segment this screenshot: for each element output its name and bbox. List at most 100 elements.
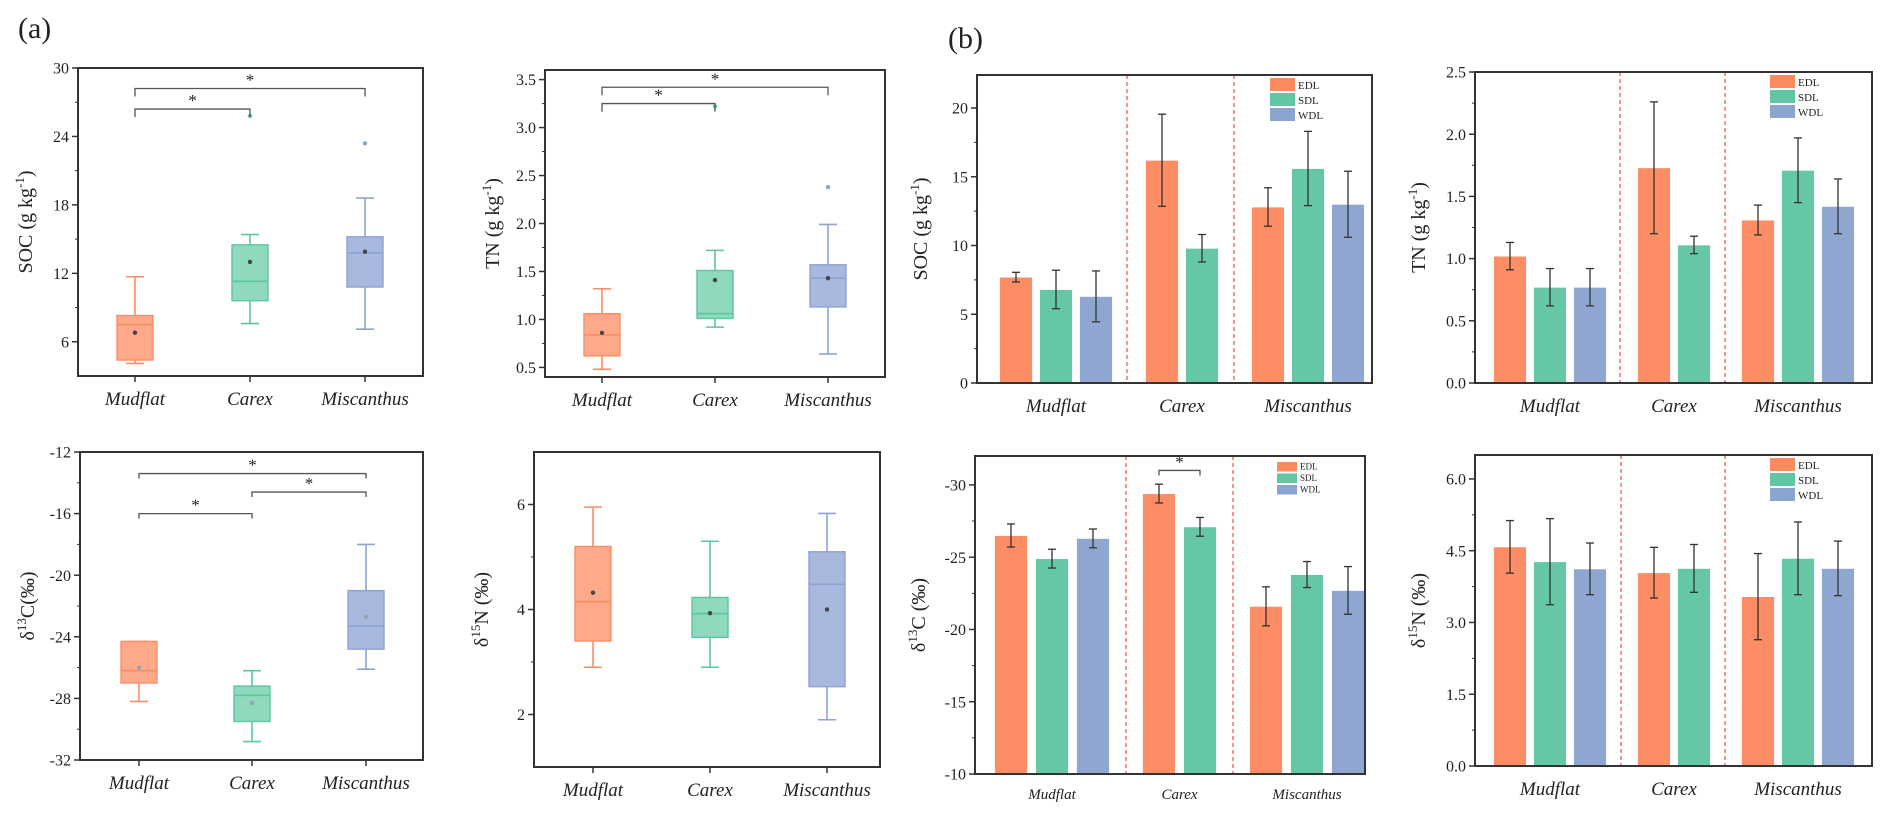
legend-swatch-sdl <box>1277 473 1297 483</box>
iqr-box <box>347 589 385 650</box>
y-axis-label: SOC (g kg-1) <box>12 170 37 273</box>
bar-edl-mudflat <box>994 535 1028 775</box>
legend-swatch-wdl <box>1277 485 1297 495</box>
bar-sdl-carex <box>1183 526 1217 775</box>
y-tick-label: 18 <box>53 197 69 214</box>
x-tick-label-carex: Carex <box>1161 787 1197 803</box>
boxplot-a_soc: 6 12 18 24 30 SOC (g kg-1) Mudflat Carex Miscant… <box>12 61 424 410</box>
y-axis-label: TN (g kg-1) <box>1405 182 1430 273</box>
x-tick-label-mudflat: Mudflat <box>1025 396 1087 417</box>
x-tick-label-carex: Carex <box>1651 396 1697 417</box>
y-tick-label: 4.5 <box>1446 543 1466 560</box>
b_d13c-plot-frame <box>974 455 1366 775</box>
series-wdl <box>1079 170 1365 384</box>
legend-swatch-edl <box>1277 462 1297 472</box>
y-tick-label: 1.5 <box>516 264 536 281</box>
legend-label-wdl: WDL <box>1300 485 1321 495</box>
x-tick-label-mudflat: Mudflat <box>1519 779 1581 800</box>
legend-label-wdl: WDL <box>1798 490 1823 502</box>
y-tick-label: 2.5 <box>1446 65 1466 82</box>
y-tick-label: -10 <box>945 767 966 784</box>
significance-1-bracket <box>251 491 367 498</box>
panel-b-label: (b) <box>948 22 983 55</box>
legend: EDL SDL WDL <box>1770 75 1823 119</box>
legend-swatch-sdl <box>1770 90 1795 103</box>
bar-edl-carex <box>1142 493 1176 775</box>
x-tick-label-miscanthus: Miscanthus <box>1263 396 1352 417</box>
barchart-b_tn: 0.0 0.5 1.0 1.5 2.0 2.5 TN (g kg-1) Mudflat Care… <box>1405 65 1873 417</box>
y-tick-label: -12 <box>50 445 71 462</box>
b_soc-plot-frame <box>976 74 1373 384</box>
series-edl <box>1493 101 1775 384</box>
y-tick-label: 2 <box>517 707 525 724</box>
mean-marker <box>590 590 596 595</box>
y-tick-label: 0.0 <box>1446 759 1466 776</box>
significance-0-star: * <box>711 69 720 88</box>
bar-wdl-mudflat <box>1573 568 1607 767</box>
significance-1-star: * <box>654 86 663 105</box>
legend-label-edl: EDL <box>1300 462 1318 472</box>
significance-0-star: * <box>1175 452 1184 471</box>
bar-wdl-miscanthus <box>1821 567 1855 767</box>
mean-marker <box>132 330 138 335</box>
y-axis-label: δ15N (‰) <box>468 572 493 647</box>
box-carex <box>231 113 269 325</box>
outlier-point <box>362 141 368 146</box>
significance-0-bracket <box>601 86 829 96</box>
series-edl <box>999 113 1285 384</box>
legend-label-sdl: SDL <box>1798 92 1819 104</box>
bar-sdl-carex <box>1677 244 1711 384</box>
x-tick-label-carex: Carex <box>1159 396 1205 417</box>
y-tick-label: -16 <box>50 506 71 523</box>
series-wdl <box>1573 540 1855 767</box>
y-tick-label: 5 <box>960 307 968 324</box>
x-tick-label-miscanthus: Miscanthus <box>1753 396 1842 417</box>
iqr-box <box>809 264 847 308</box>
legend-swatch-wdl <box>1270 108 1295 121</box>
y-tick-label: 20 <box>952 101 968 118</box>
y-tick-label: 12 <box>53 266 69 283</box>
y-tick-label: 6 <box>517 497 525 514</box>
x-tick-label-mudflat: Mudflat <box>104 389 166 410</box>
y-tick-label: 1.0 <box>516 312 536 329</box>
box-miscanthus <box>809 184 847 355</box>
y-tick-label: 3.0 <box>516 120 536 137</box>
y-tick-label: -30 <box>945 478 966 495</box>
box-miscanthus <box>808 512 846 721</box>
box-mudflat <box>116 275 154 365</box>
x-tick-label-miscanthus: Miscanthus <box>321 773 410 794</box>
mean-marker <box>363 614 369 619</box>
y-tick-label: 1.5 <box>1446 687 1466 704</box>
mean-marker <box>712 277 718 283</box>
y-tick-label: -32 <box>50 753 71 770</box>
iqr-box <box>231 244 269 302</box>
box-carex <box>691 540 729 669</box>
significance-0-bracket <box>138 472 367 479</box>
mean-marker <box>362 249 368 254</box>
mean-marker <box>824 607 830 612</box>
panel-a-label: (a) <box>18 12 52 45</box>
y-tick-label: 1.5 <box>1446 189 1466 206</box>
y-axis-label: δ15N (‰) <box>1405 573 1430 648</box>
series-edl <box>994 483 1283 775</box>
y-tick-label: 0.5 <box>1446 313 1466 330</box>
outlier-point <box>825 184 831 190</box>
bar-sdl-mudflat <box>1035 558 1069 775</box>
significance-2-star: * <box>191 496 200 515</box>
legend-swatch-wdl <box>1770 488 1795 501</box>
boxplot-a_d15n: 2 4 6 δ15N (‰) Mudflat Carex Miscanthus <box>468 451 881 801</box>
legend-label-edl: EDL <box>1798 460 1820 472</box>
x-tick-label-carex: Carex <box>227 389 273 410</box>
b_d15n-plot-frame <box>1474 454 1873 767</box>
box-miscanthus <box>346 141 384 331</box>
iqr-box <box>116 314 154 361</box>
y-tick-label: 3.0 <box>1446 615 1466 632</box>
y-tick-label: -15 <box>945 694 966 711</box>
x-tick-label-miscanthus: Miscanthus <box>783 390 872 411</box>
bar-edl-miscanthus <box>1249 605 1283 775</box>
legend-label-edl: EDL <box>1798 77 1820 89</box>
y-tick-label: 2.0 <box>516 216 536 233</box>
y-tick-label: 6 <box>61 334 69 351</box>
barchart-b_d13c: -10 -15 -20 -25 -30 δ13C (‰) Mudflat Carex Misca… <box>905 452 1366 803</box>
boxplot-a_tn: 0.5 1.0 1.5 2.0 2.5 3.0 3.5 TN (g kg-1) Mudflat C… <box>479 69 886 411</box>
